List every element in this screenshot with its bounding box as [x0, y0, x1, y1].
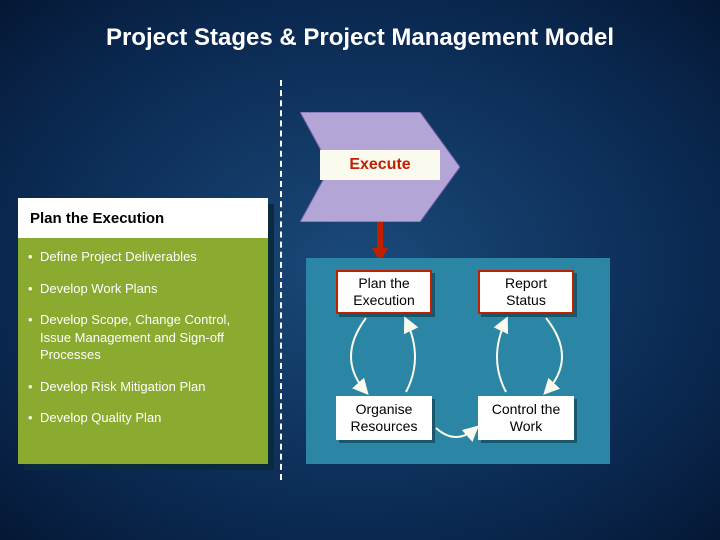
- chevron-label: Execute: [349, 156, 410, 174]
- box-plan-label: Plan the Execution: [342, 275, 426, 309]
- list-item: Define Project Deliverables: [28, 248, 258, 266]
- box-plan: Plan the Execution: [336, 270, 432, 314]
- list-item: Develop Quality Plan: [28, 409, 258, 427]
- box-report: Report Status: [478, 270, 574, 314]
- box-organise: Organise Resources: [336, 396, 432, 440]
- list-item: Develop Work Plans: [28, 280, 258, 298]
- left-panel-header-text: Plan the Execution: [30, 210, 164, 227]
- arrow-into-plan: [372, 222, 388, 262]
- list-item: Develop Risk Mitigation Plan: [28, 378, 258, 396]
- vertical-divider: [280, 80, 282, 480]
- left-panel-list: Define Project Deliverables Develop Work…: [18, 238, 268, 427]
- list-item: Develop Scope, Change Control, Issue Man…: [28, 311, 258, 364]
- page-title: Project Stages & Project Management Mode…: [0, 24, 720, 52]
- arrow-down-icon: [372, 222, 388, 262]
- chevron-label-box: Execute: [320, 150, 440, 180]
- title-text: Project Stages & Project Management Mode…: [106, 24, 614, 51]
- left-panel: Plan the Execution Define Project Delive…: [18, 198, 268, 464]
- right-panel: Plan the Execution Report Status Organis…: [306, 258, 610, 464]
- box-report-label: Report Status: [484, 275, 568, 309]
- box-organise-label: Organise Resources: [340, 401, 428, 435]
- execute-chevron: Execute: [300, 112, 460, 222]
- left-panel-header: Plan the Execution: [18, 198, 268, 238]
- box-control: Control the Work: [478, 396, 574, 440]
- box-control-label: Control the Work: [482, 401, 570, 435]
